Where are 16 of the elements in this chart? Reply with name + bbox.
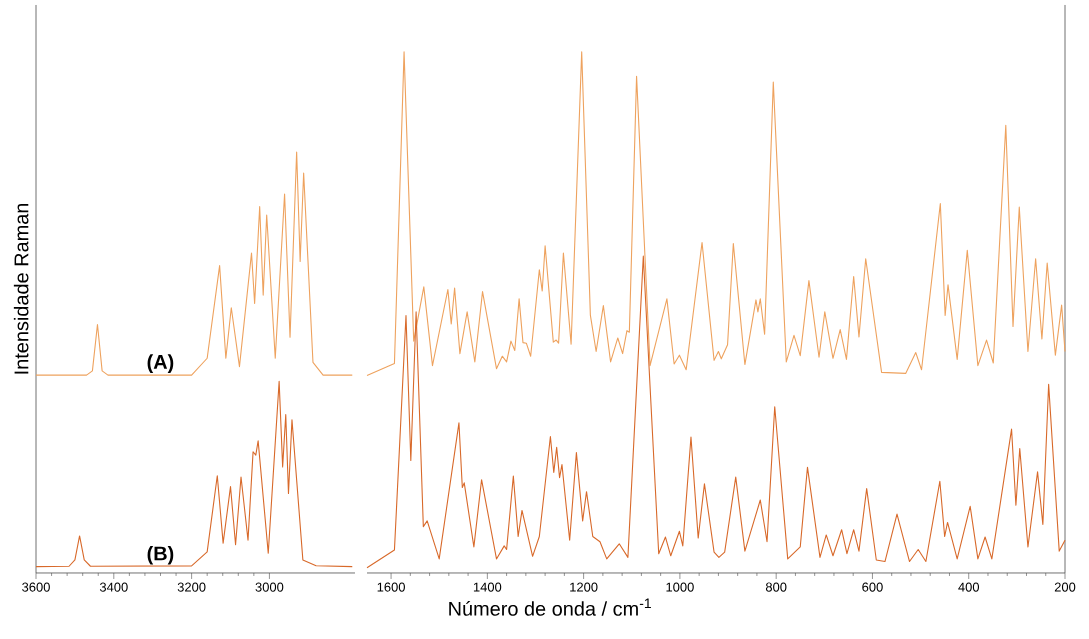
x-tick-label: 600 — [862, 582, 883, 592]
x-tick-label: 3400 — [99, 582, 128, 592]
y-axis-title: Intensidade Raman — [13, 203, 29, 374]
x-tick-label: 400 — [958, 582, 980, 592]
x-tick-label: 200 — [1054, 582, 1076, 592]
x-tick-label: 1000 — [666, 582, 694, 592]
x-tick-label: 800 — [765, 582, 787, 592]
series-label: (A) — [147, 354, 174, 373]
x-tick-label: 3600 — [22, 582, 50, 592]
x-tick-label: 1200 — [570, 582, 598, 592]
x-axis-title: Número de onda / cm$^{-1}$ — [449, 598, 651, 616]
series-label: (B) — [147, 545, 174, 565]
x-tick-label: 1600 — [377, 582, 405, 592]
x-tick-label: 3000 — [255, 582, 284, 592]
x-tick-label: 3200 — [177, 582, 206, 592]
x-tick-label: 1400 — [473, 582, 502, 592]
